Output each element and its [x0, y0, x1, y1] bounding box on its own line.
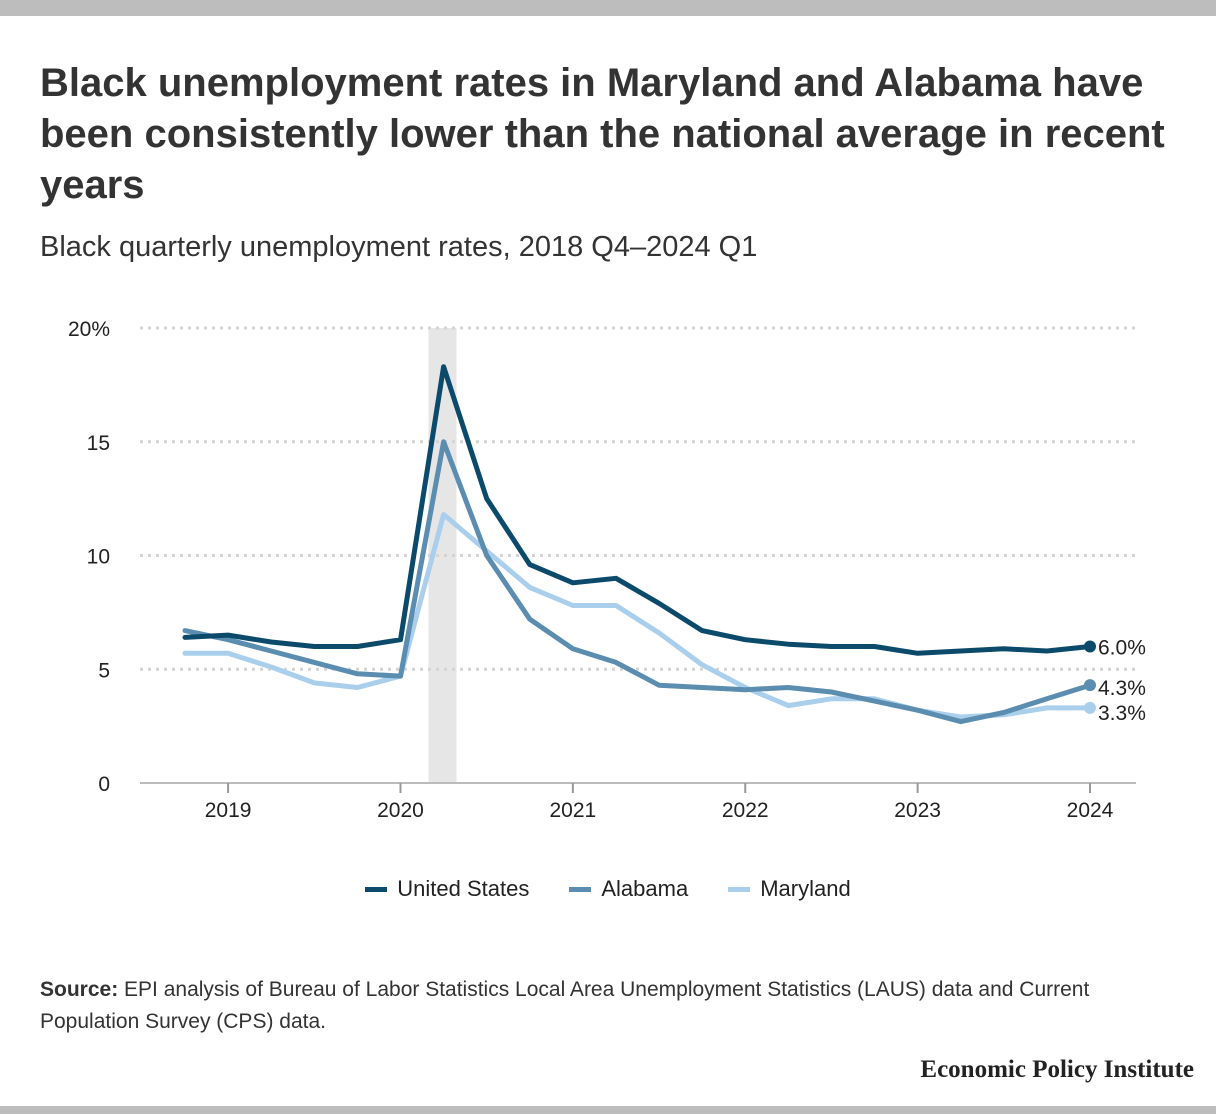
end-marker-maryland — [1084, 701, 1096, 714]
bottom-border — [0, 1106, 1216, 1114]
x-tick-label: 2022 — [722, 799, 769, 822]
y-tick-label: 20% — [68, 318, 110, 341]
chart-subtitle: Black quarterly unemployment rates, 2018… — [40, 231, 758, 263]
legend-swatch-alabama — [569, 886, 592, 892]
series-line-maryland — [182, 512, 1093, 720]
top-border — [0, 0, 1216, 16]
brand-logo: Economic Policy Institute — [920, 1056, 1194, 1083]
legend-label-maryland: Maryland — [760, 876, 851, 901]
legend-item-maryland: Maryland — [728, 876, 851, 902]
end-marker-alabama — [1084, 679, 1096, 692]
legend-label-alabama: Alabama — [601, 876, 689, 901]
legend-item-united-states: United States — [365, 876, 529, 902]
source-note: Source: EPI analysis of Bureau of Labor … — [40, 974, 1180, 1038]
y-tick-label: 10 — [87, 546, 110, 569]
legend-label-united-states: United States — [397, 876, 530, 901]
y-tick-label: 15 — [87, 432, 110, 455]
y-tick-label: 0 — [98, 773, 110, 796]
x-tick-label: 2020 — [377, 799, 424, 822]
chart-title: Black unemployment rates in Maryland and… — [40, 61, 1165, 207]
source-text: EPI analysis of Bureau of Labor Statisti… — [40, 978, 1090, 1033]
x-tick-label: 2024 — [1067, 799, 1114, 822]
x-tick-label: 2023 — [894, 799, 941, 822]
chart-legend: United States Alabama Maryland — [0, 876, 1216, 902]
legend-swatch-united-states — [365, 886, 388, 892]
y-tick-label: 5 — [98, 659, 110, 682]
source-label: Source: — [40, 978, 119, 1001]
x-tick-label: 2021 — [549, 799, 596, 822]
series-line-united-states — [182, 364, 1093, 656]
end-label-united-states: 6.0% — [1098, 637, 1146, 660]
legend-item-alabama: Alabama — [569, 876, 688, 902]
end-label-maryland: 3.3% — [1098, 702, 1146, 725]
x-tick-label: 2019 — [205, 799, 252, 822]
series-line-alabama — [182, 439, 1093, 725]
legend-swatch-maryland — [728, 886, 751, 892]
line-chart: 0 5 10 15 20% 2019 2020 2021 2022 2023 2024 6.0% 4.… — [68, 318, 1146, 822]
end-marker-united-states — [1084, 640, 1096, 653]
end-label-alabama: 4.3% — [1098, 677, 1146, 700]
